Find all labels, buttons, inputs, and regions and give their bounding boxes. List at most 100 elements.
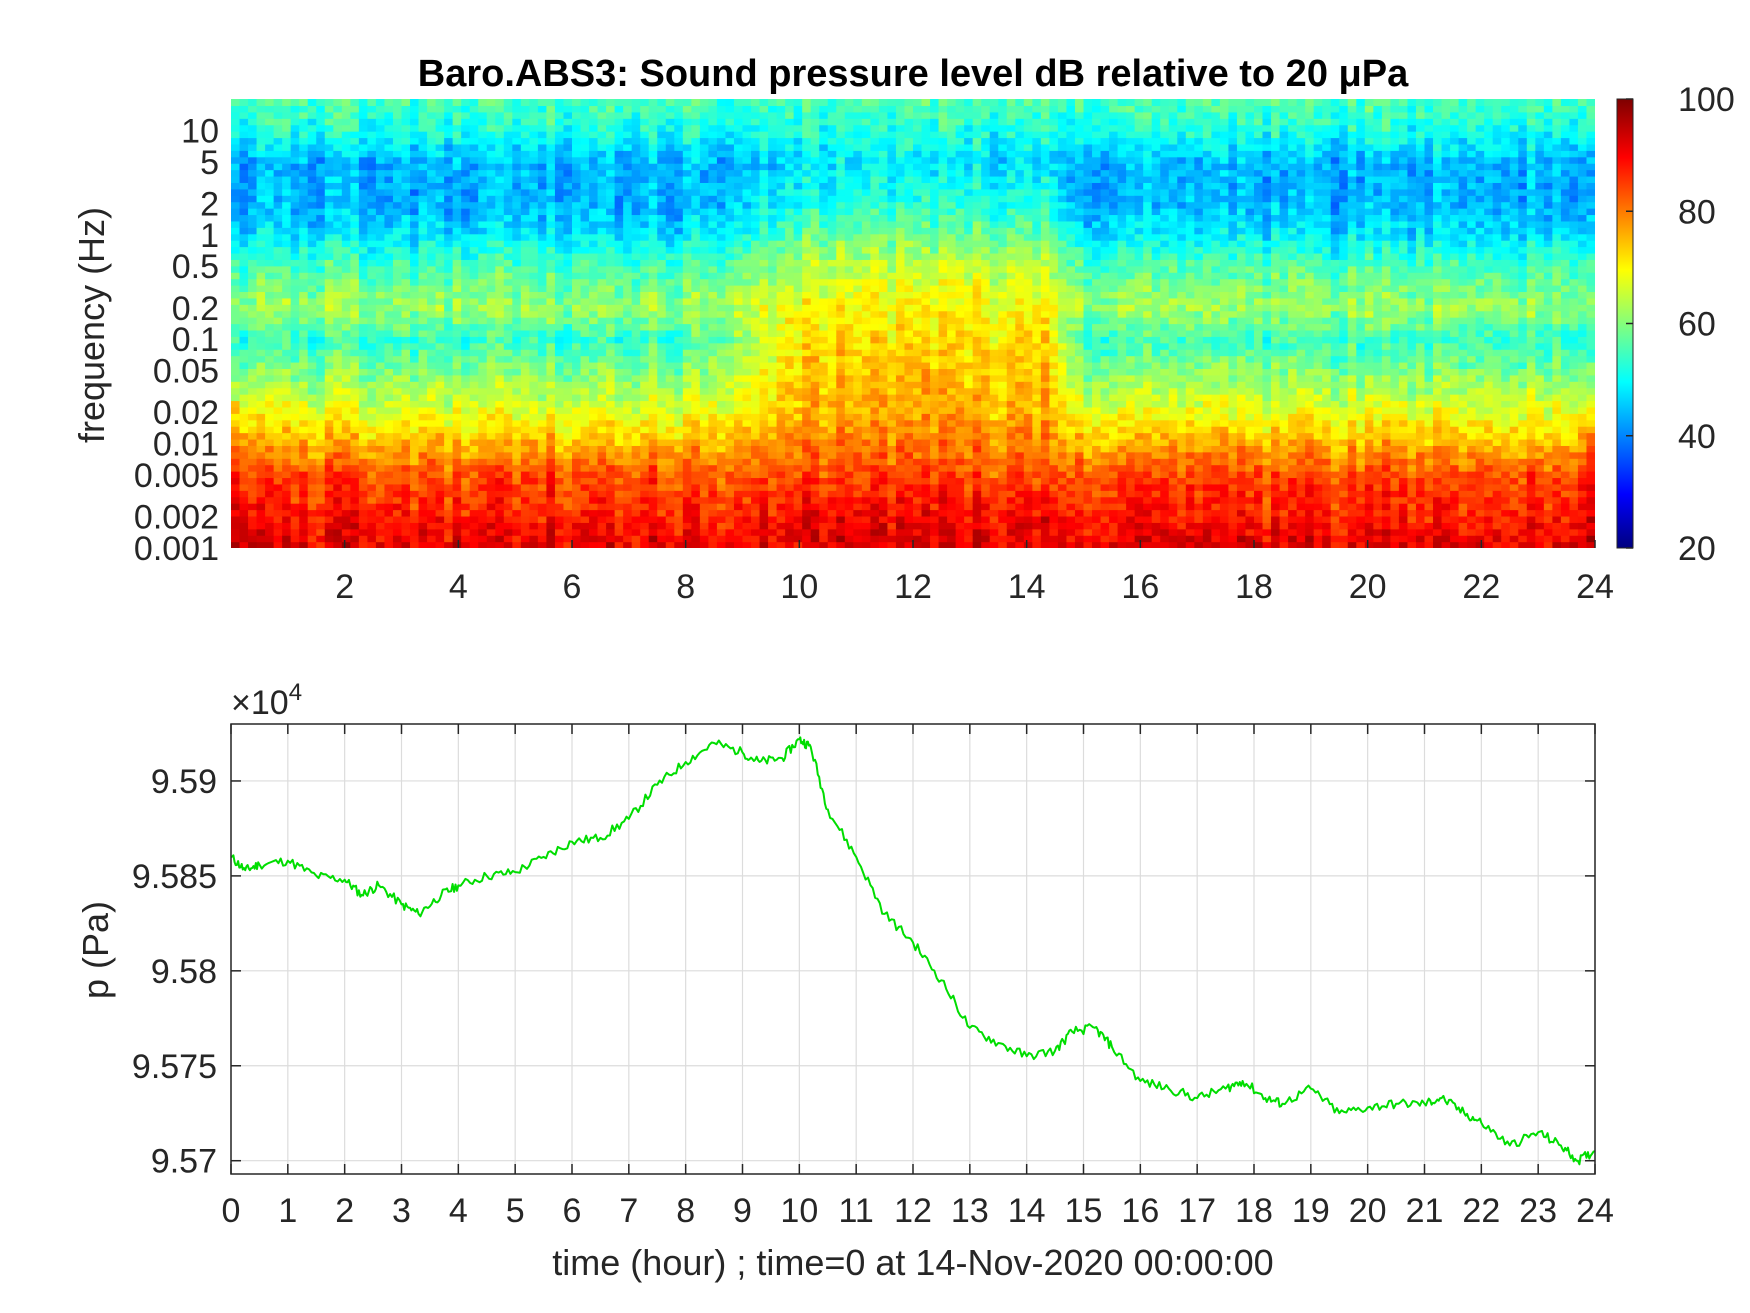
spectrogram-cell bbox=[554, 445, 565, 453]
spectrogram-cell bbox=[265, 515, 275, 523]
spectrogram-cell bbox=[742, 349, 752, 357]
spectrogram-cell bbox=[708, 143, 718, 151]
spectrogram-cell bbox=[810, 208, 820, 216]
spectrogram-cell bbox=[580, 169, 590, 177]
spectrogram-cell bbox=[239, 483, 249, 491]
spectrogram-cell bbox=[776, 342, 786, 350]
spectrogram-cell bbox=[631, 137, 641, 145]
spectrogram-cell bbox=[367, 438, 377, 446]
spectrogram-cell bbox=[265, 188, 275, 196]
spectrogram-cell bbox=[614, 355, 624, 363]
spectrogram-cell bbox=[341, 406, 351, 414]
spectrogram-cell bbox=[256, 214, 266, 222]
spectrogram-cell bbox=[631, 118, 641, 126]
spectrogram-cell bbox=[486, 310, 496, 318]
spectrogram-cell bbox=[324, 361, 334, 369]
spectrogram-cell bbox=[495, 432, 505, 440]
spectrogram-cell bbox=[631, 394, 641, 402]
spectrogram-cell bbox=[248, 515, 258, 523]
spectrogram-cell bbox=[546, 201, 556, 209]
spectrogram-cell bbox=[733, 163, 744, 171]
spectrogram-cell bbox=[503, 406, 513, 414]
spectrogram-cell bbox=[341, 541, 351, 548]
spectrogram-cell bbox=[265, 278, 275, 286]
spectrogram-cell bbox=[384, 208, 394, 216]
spectrogram-cell bbox=[401, 503, 411, 511]
spectrogram-cell bbox=[324, 118, 334, 126]
spectrogram-cell bbox=[418, 355, 428, 363]
spectrogram-cell bbox=[495, 535, 505, 543]
spectrogram-cell bbox=[597, 304, 607, 312]
spectrogram-cell bbox=[554, 336, 565, 344]
spectrogram-cell bbox=[520, 413, 530, 421]
spectrogram-cell bbox=[785, 496, 795, 504]
spectrogram-cell bbox=[785, 528, 795, 536]
spectrogram-cell bbox=[239, 432, 249, 440]
spectrogram-cell bbox=[333, 515, 343, 523]
spectrogram-cell bbox=[768, 464, 778, 472]
spectrogram-cell bbox=[733, 317, 744, 325]
spectrogram-cell bbox=[793, 99, 803, 107]
spectrogram-cell bbox=[410, 297, 420, 305]
spectrogram-cell bbox=[256, 464, 266, 472]
spectrogram-cell bbox=[358, 419, 368, 427]
spectrogram-cell bbox=[827, 220, 837, 228]
spectrogram-cell bbox=[461, 464, 471, 472]
spectrogram-cell bbox=[265, 137, 275, 145]
spectrogram-cell bbox=[410, 535, 420, 543]
spectrogram-cell bbox=[716, 509, 727, 517]
spectrogram-cell bbox=[529, 208, 539, 216]
spectrogram-cell bbox=[665, 528, 675, 536]
spectrogram-cell bbox=[231, 291, 241, 299]
spectrogram-cell bbox=[554, 297, 565, 305]
spectrogram-cell bbox=[733, 438, 744, 446]
spectrogram-cell bbox=[265, 131, 275, 139]
spectrogram-cell bbox=[614, 342, 624, 350]
spectrogram-cell bbox=[290, 214, 300, 222]
spectrogram-cell bbox=[691, 515, 701, 523]
spectrogram-cell bbox=[802, 394, 812, 402]
spectrogram-cell bbox=[231, 503, 241, 511]
spectrogram-cell bbox=[742, 400, 752, 408]
spectrogram-cell bbox=[716, 458, 727, 466]
spectrogram-cell bbox=[699, 131, 710, 139]
spectrogram-cell bbox=[537, 310, 548, 318]
spectrogram-cell bbox=[751, 169, 761, 177]
spectrogram-cell bbox=[341, 483, 351, 491]
spectrogram-cell bbox=[810, 419, 820, 427]
spectrogram-cell bbox=[333, 355, 343, 363]
spectrogram-cell bbox=[657, 535, 667, 543]
spectrogram-cell bbox=[256, 240, 266, 248]
spectrogram-cell bbox=[580, 124, 590, 132]
spectrogram-cell bbox=[597, 490, 607, 498]
spectrogram-cell bbox=[307, 143, 317, 151]
spectrogram-cell bbox=[495, 124, 505, 132]
spectrogram-cell bbox=[316, 406, 326, 414]
spectrogram-cell bbox=[785, 278, 795, 286]
spectrogram-cell bbox=[827, 464, 837, 472]
spectrogram-cell bbox=[529, 438, 539, 446]
spectrogram-cell bbox=[674, 458, 684, 466]
spectrogram-cell bbox=[461, 323, 471, 331]
spectrogram-cell bbox=[674, 227, 684, 235]
spectrogram-cell bbox=[785, 541, 795, 548]
spectrogram-cell bbox=[512, 426, 522, 434]
spectrogram-cell bbox=[640, 208, 650, 216]
spectrogram-cell bbox=[290, 285, 300, 293]
spectrogram-cell bbox=[631, 240, 641, 248]
spectrogram-cell bbox=[751, 374, 761, 382]
spectrogram-cell bbox=[589, 240, 599, 248]
spectrogram-cell bbox=[708, 278, 718, 286]
spectrogram-cell bbox=[793, 522, 803, 530]
spectrogram-cell bbox=[427, 252, 437, 260]
spectrogram-cell bbox=[537, 342, 548, 350]
spectrogram-cell bbox=[265, 317, 275, 325]
spectrogram-cell bbox=[623, 246, 633, 254]
spectrogram-cell bbox=[248, 323, 258, 331]
spectrogram-cell bbox=[248, 291, 258, 299]
spectrogram-cell bbox=[486, 406, 496, 414]
spectrogram-cell bbox=[785, 522, 795, 530]
spectrogram-cell bbox=[572, 503, 582, 511]
spectrogram-cell bbox=[392, 426, 403, 434]
spectrogram-cell bbox=[682, 528, 692, 536]
